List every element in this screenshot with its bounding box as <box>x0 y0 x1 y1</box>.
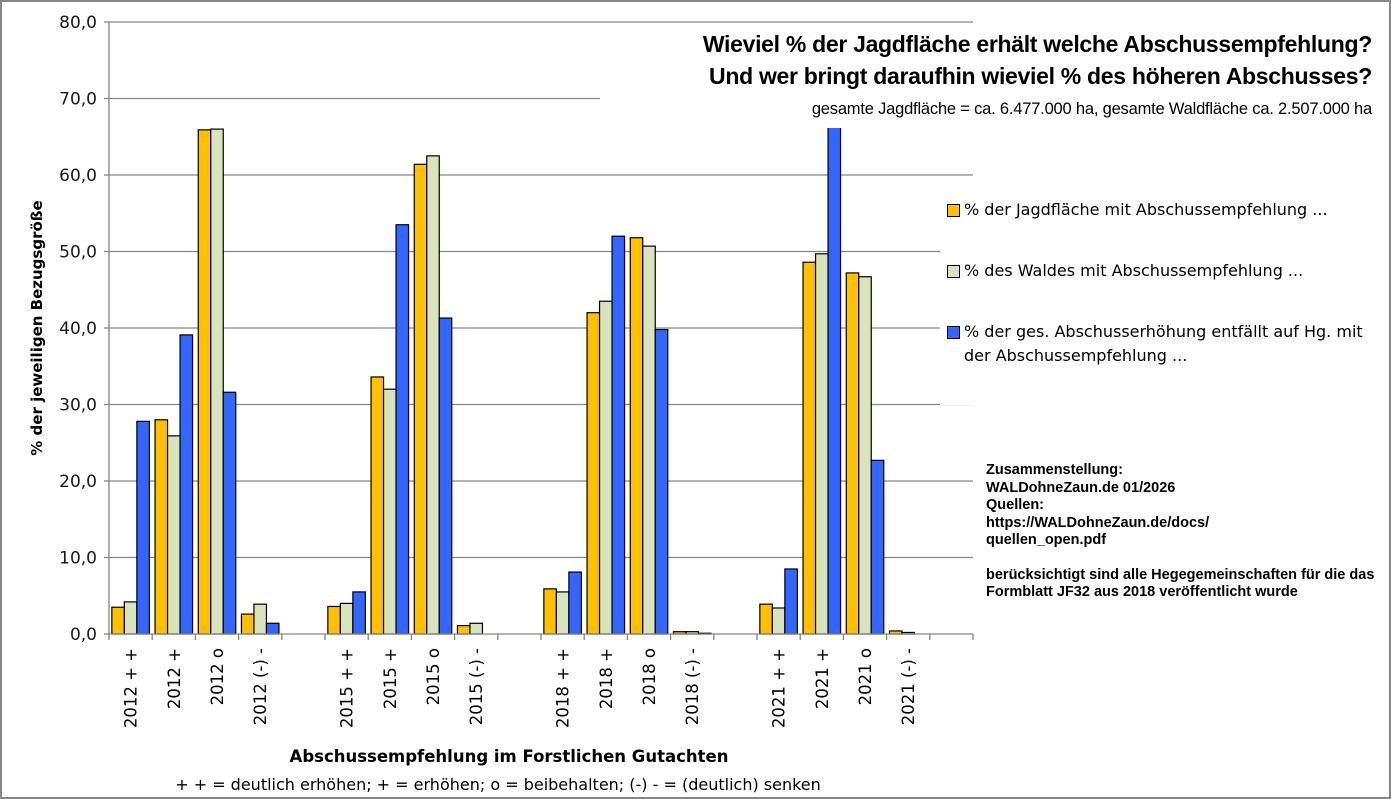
y-tick-label: 80,0 <box>59 13 97 33</box>
x-tick-label: 2012 + <box>165 648 184 709</box>
bar-jagdflaeche <box>240 613 255 635</box>
bar-abschusserhoehung <box>827 120 842 635</box>
bar-wald <box>642 245 656 635</box>
legend-swatch-green <box>947 265 960 278</box>
bar-jagdflaeche <box>413 163 428 635</box>
bar-wald <box>253 603 268 635</box>
legend-swatch-blue <box>947 326 960 339</box>
bar-wald <box>598 300 613 635</box>
x-tick-label: 2018 o <box>640 648 659 705</box>
bar-abschusserhoehung <box>179 334 194 635</box>
x-tick-label: 2018 + <box>597 648 616 709</box>
chart-subtitle-areas: gesamte Jagdfläche = ca. 6.477.000 ha, g… <box>811 100 1372 118</box>
notes-line: Quellen: <box>986 497 1045 513</box>
legend: % der Jagdfläche mit Abschussempfehlung … <box>940 198 1386 405</box>
bar-wald <box>469 622 484 635</box>
bar-wald <box>166 435 181 635</box>
bar-jagdflaeche <box>154 419 169 635</box>
x-tick-labels: 2012 + + 2012 + 2012 o 2012 (-) - 2015 + + 20… <box>122 648 919 728</box>
bar-jagdflaeche <box>629 237 644 635</box>
x-tick-label: 2018 (-) - <box>683 648 702 725</box>
chart-subtitle: Und wer bringt daraufhin wieviel % des h… <box>709 63 1372 89</box>
source-notes: Zusammenstellung: WALDohneZaun.de 01/202… <box>986 462 1386 602</box>
y-tick-labels: 0,0 10,0 20,0 30,0 40,0 50,0 60,0 70,0 80,0 <box>59 13 97 645</box>
bar-jagdflaeche <box>327 605 341 635</box>
bar-abschusserhoehung <box>438 317 453 635</box>
notes-line: quellen_open.pdf <box>986 532 1107 548</box>
x-tick-label: 2012 + + <box>122 648 141 728</box>
bar-jagdflaeche <box>586 312 601 635</box>
y-tick-label: 50,0 <box>59 243 97 263</box>
bar-wald <box>771 607 786 635</box>
y-tick-label: 0,0 <box>70 625 97 645</box>
chart-title-box: Wieviel % der Jagdfläche erhält welche A… <box>600 28 1372 128</box>
legend-item-jagdflaeche: % der Jagdfläche mit Abschussempfehlung … <box>940 198 1386 222</box>
bar-wald <box>426 155 440 635</box>
y-axis-title: % der jeweiligen Bezugsgröße <box>28 200 46 455</box>
x-tick-label: 2012 (-) - <box>251 648 270 725</box>
bar-abschusserhoehung <box>222 391 237 635</box>
bar-abschusserhoehung <box>654 328 669 635</box>
x-axis-note: + + = deutlich erhöhen; + = erhöhen; o =… <box>175 775 821 794</box>
y-tick-label: 30,0 <box>59 396 97 416</box>
notes-line: Zusammenstellung: <box>986 462 1123 478</box>
axes <box>108 22 974 640</box>
notes-remark: berücksichtigt sind alle Hegegemeinschaf… <box>986 566 1375 601</box>
bar-wald <box>382 388 397 635</box>
x-tick-label: 2015 (-) - <box>467 648 486 725</box>
bar-abschusserhoehung <box>395 224 410 635</box>
x-tick-label: 2021 o <box>856 648 875 705</box>
bar-wald <box>339 602 354 635</box>
bar-abschusserhoehung <box>352 591 366 635</box>
legend-item-wald: % des Waldes mit Abschussempfehlung ... <box>940 259 1386 283</box>
bar-abschusserhoehung <box>784 568 798 635</box>
bar-wald <box>210 128 224 635</box>
bar-wald <box>858 276 872 635</box>
notes-line: WALDohneZaun.de 01/2026 <box>986 479 1176 496</box>
bar-abschusserhoehung <box>265 622 280 635</box>
notes-source-url: https://WALDohneZaun.de/docs/ <box>986 514 1210 531</box>
x-tick-label: 2015 + + <box>338 648 357 728</box>
x-tick-label: 2012 o <box>208 648 227 705</box>
legend-label: % der Jagdfläche mit Abschussempfehlung … <box>964 200 1328 219</box>
x-tick-label: 2015 o <box>424 648 443 705</box>
chart-title: Wieviel % der Jagdfläche erhält welche A… <box>702 31 1372 57</box>
bar-abschusserhoehung <box>611 235 626 635</box>
y-tick-label: 20,0 <box>59 472 97 492</box>
x-tick-label: 2021 (-) - <box>899 648 918 725</box>
x-tick-label: 2018 + + <box>554 648 573 728</box>
x-tick-label: 2015 + <box>381 648 400 709</box>
bar-wald <box>123 601 138 635</box>
y-tick-label: 40,0 <box>59 319 97 339</box>
bar-jagdflaeche <box>370 376 385 635</box>
x-tick-label: 2021 + <box>813 648 832 709</box>
bar-abschusserhoehung <box>568 571 582 635</box>
bar-wald <box>555 591 570 635</box>
bar-jagdflaeche <box>802 261 817 635</box>
bar-jagdflaeche <box>845 272 860 635</box>
bar-abschusserhoehung <box>136 420 150 635</box>
bar-jagdflaeche <box>759 603 773 635</box>
bar-jagdflaeche <box>197 129 212 635</box>
legend-item-abschusserhoehung: % der ges. Abschusserhöhung entfällt auf… <box>940 320 1386 368</box>
y-tick-label: 10,0 <box>59 549 97 569</box>
y-tick-label: 60,0 <box>59 166 97 186</box>
legend-label: % der ges. Abschusserhöhung entfällt auf… <box>964 322 1363 365</box>
bar-abschusserhoehung <box>870 459 885 635</box>
bar-jagdflaeche <box>456 624 471 635</box>
bar-jagdflaeche <box>543 588 557 635</box>
bar-jagdflaeche <box>111 606 125 635</box>
y-tick-label: 70,0 <box>59 90 97 110</box>
bar-wald <box>814 253 829 635</box>
x-axis-title: Abschussempfehlung im Forstlichen Gutach… <box>290 747 729 766</box>
legend-label: % des Waldes mit Abschussempfehlung ... <box>964 261 1304 280</box>
legend-swatch-yellow <box>947 204 960 217</box>
x-tick-label: 2021 + + <box>770 648 789 728</box>
